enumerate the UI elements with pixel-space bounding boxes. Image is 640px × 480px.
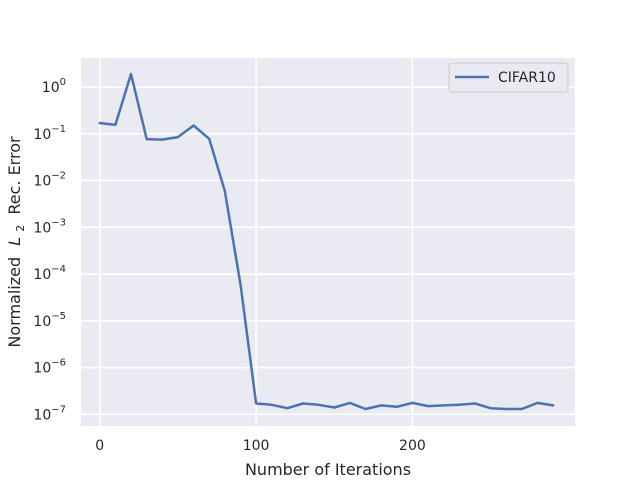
y-tick-label: 10−1 xyxy=(33,124,66,143)
x-gridlines xyxy=(98,58,414,426)
y-axis-label-suffix: Rec. Error xyxy=(5,136,24,215)
y-axis-label-sub: 2 xyxy=(14,225,27,232)
y-tick-label: 100 xyxy=(42,77,66,96)
y-axis-label-prefix: Normalized xyxy=(5,257,24,348)
y-axis-label-var: L xyxy=(5,237,24,246)
legend-box xyxy=(448,62,569,93)
series-line-cifar10 xyxy=(98,72,555,411)
y-tick-label: 10−7 xyxy=(33,404,66,423)
x-tick-label: 0 xyxy=(95,438,104,454)
x-tick-labels: 0 100 200 xyxy=(95,438,425,454)
legend-label: CIFAR10 xyxy=(498,70,556,86)
x-tick-label: 200 xyxy=(399,438,426,454)
series-layer xyxy=(98,72,555,411)
y-tick-label: 10−4 xyxy=(33,264,66,283)
legend: CIFAR10 xyxy=(448,62,569,93)
plot-area xyxy=(81,58,575,426)
y-tick-label: 10−6 xyxy=(33,358,66,377)
y-tick-label: 10−3 xyxy=(33,217,66,236)
x-axis-label: Number of Iterations xyxy=(245,460,411,479)
y-gridlines xyxy=(81,86,575,416)
y-axis-label: Normalized L 2 Rec. Error xyxy=(5,136,28,348)
x-tick-label: 100 xyxy=(243,438,270,454)
y-tick-label: 10−5 xyxy=(33,311,66,330)
y-tick-labels: 100 10−1 10−2 10−3 10−4 10−5 10−6 10−7 xyxy=(33,77,66,423)
y-tick-label: 10−2 xyxy=(33,171,66,190)
